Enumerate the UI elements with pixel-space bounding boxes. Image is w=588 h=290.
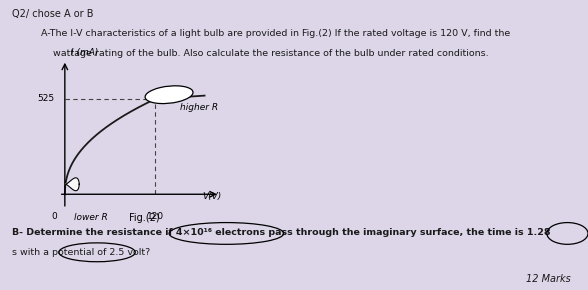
Text: 120: 120	[147, 211, 164, 220]
Text: 12 Marks: 12 Marks	[526, 274, 570, 284]
Text: Q2/ chose A or B: Q2/ chose A or B	[12, 9, 93, 19]
Text: I (mA): I (mA)	[71, 48, 98, 57]
Text: 525: 525	[37, 94, 54, 103]
Text: Fig.(2): Fig.(2)	[129, 213, 159, 223]
Polygon shape	[66, 178, 79, 191]
Text: wattage rating of the bulb. Also calculate the resistance of the bulb under rate: wattage rating of the bulb. Also calcula…	[41, 49, 489, 58]
Text: s with a potential of 2.5 volt?: s with a potential of 2.5 volt?	[12, 248, 150, 257]
Text: lower R: lower R	[74, 213, 108, 222]
Text: V(V): V(V)	[203, 193, 222, 202]
Text: higher R: higher R	[180, 103, 218, 112]
Text: A-The I-V characteristics of a light bulb are provided in Fig.(2) If the rated v: A-The I-V characteristics of a light bul…	[41, 29, 510, 38]
Text: B- Determine the resistance if 4×10¹⁶ electrons pass through the imaginary surfa: B- Determine the resistance if 4×10¹⁶ el…	[12, 228, 550, 237]
Text: 0: 0	[52, 211, 57, 220]
Ellipse shape	[145, 86, 193, 104]
